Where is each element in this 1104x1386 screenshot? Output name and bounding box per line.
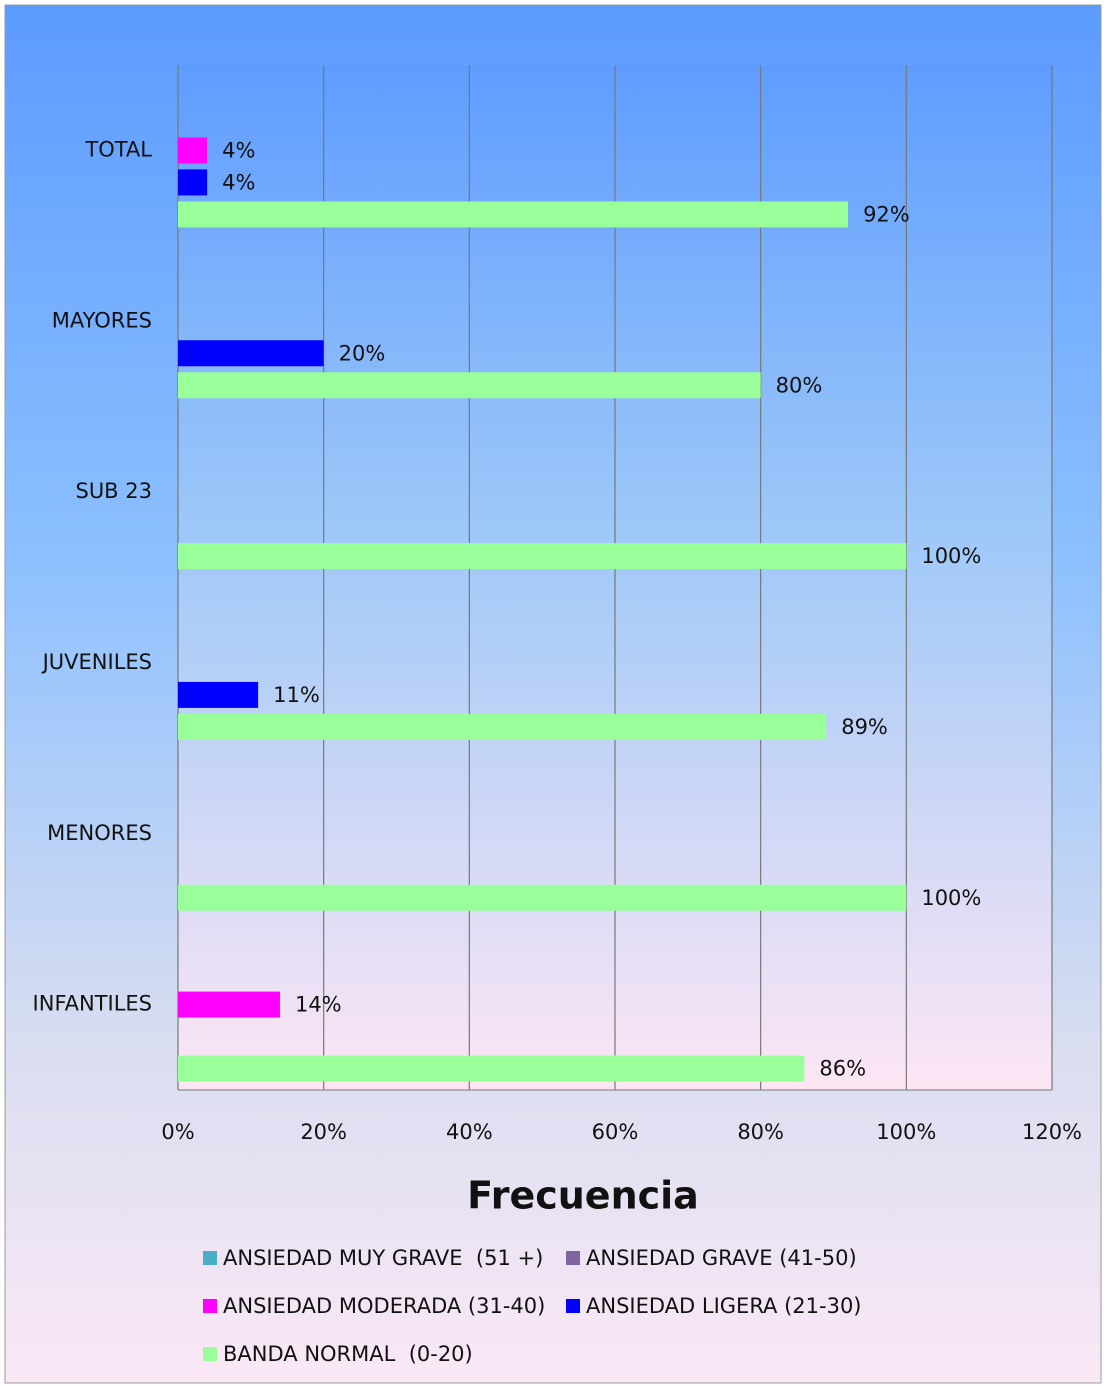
data-label: 11% — [273, 683, 320, 707]
x-tick-label: 80% — [737, 1120, 784, 1144]
data-label: 80% — [776, 373, 823, 397]
data-label: 20% — [339, 341, 386, 365]
bar — [178, 713, 827, 740]
y-tick-label: JUVENILES — [41, 650, 152, 674]
data-label: 86% — [819, 1057, 866, 1081]
bar — [178, 543, 907, 570]
bar — [178, 991, 280, 1018]
y-tick-label: TOTAL — [84, 137, 152, 161]
x-tick-label: 120% — [1022, 1120, 1082, 1144]
x-tick-label: 60% — [592, 1120, 639, 1144]
data-label: 4% — [222, 170, 255, 194]
legend-swatch — [566, 1299, 580, 1313]
data-label: 14% — [295, 993, 342, 1017]
legend-label: BANDA NORMAL (0-20) — [223, 1342, 473, 1366]
x-tick-label: 20% — [300, 1120, 347, 1144]
y-tick-label: MENORES — [47, 821, 152, 845]
x-tick-label: 40% — [446, 1120, 493, 1144]
bar — [178, 201, 849, 228]
bar — [178, 340, 324, 367]
data-label: 89% — [841, 715, 888, 739]
bar — [178, 884, 907, 911]
bar — [178, 372, 761, 399]
y-tick-label: INFANTILES — [33, 992, 152, 1016]
legend-swatch — [203, 1347, 217, 1361]
bar — [178, 137, 208, 164]
legend-label: ANSIEDAD GRAVE (41-50) — [586, 1246, 857, 1270]
legend-swatch — [203, 1251, 217, 1265]
legend-label: ANSIEDAD LIGERA (21-30) — [586, 1294, 862, 1318]
data-label: 92% — [863, 202, 910, 226]
legend-swatch — [203, 1299, 217, 1313]
bar — [178, 1055, 805, 1082]
legend-label: ANSIEDAD MODERADA (31-40) — [223, 1294, 545, 1318]
x-tick-label: 100% — [876, 1120, 936, 1144]
data-label: 100% — [921, 886, 981, 910]
x-tick-label: 0% — [161, 1120, 194, 1144]
bar — [178, 169, 208, 196]
y-tick-label: SUB 23 — [75, 479, 152, 503]
y-tick-label: MAYORES — [52, 308, 152, 332]
data-label: 4% — [222, 138, 255, 162]
bar — [178, 681, 259, 708]
legend-label: ANSIEDAD MUY GRAVE (51 +) — [223, 1246, 543, 1270]
x-axis-title: Frecuencia — [467, 1174, 699, 1218]
data-label: 100% — [921, 544, 981, 568]
legend-swatch — [566, 1251, 580, 1265]
